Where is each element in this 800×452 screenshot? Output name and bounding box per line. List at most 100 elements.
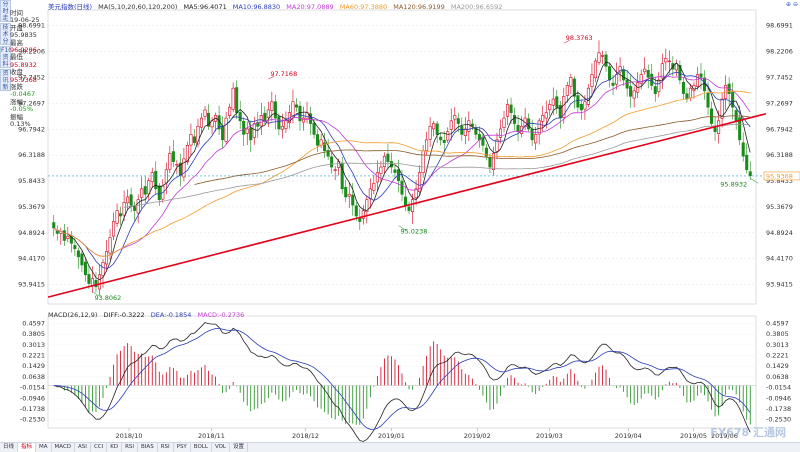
candle-body <box>76 250 80 258</box>
price-tick-label-left: 98.6991 <box>18 22 45 30</box>
macd-tick-label: -0.2530 <box>766 416 791 424</box>
candle-body <box>706 92 710 108</box>
candle-body <box>646 70 650 78</box>
left-tab-2[interactable]: F10资料 <box>0 46 11 68</box>
info-value: -0.0467 <box>10 90 36 99</box>
bottom-tab-0[interactable]: 日线 <box>0 443 19 452</box>
candle-body <box>579 103 583 111</box>
candle-body <box>407 206 411 211</box>
candle-body <box>551 98 555 106</box>
candle-body <box>657 79 661 92</box>
bottom-tab-4[interactable]: ASI <box>75 443 91 452</box>
candle-body <box>548 104 552 111</box>
candle-body <box>643 68 647 73</box>
ma20-value: MA20:97.0889 <box>286 3 334 11</box>
candle-body <box>249 127 253 141</box>
x-tick-label: 2019/01 <box>378 432 405 440</box>
candle-body <box>344 187 348 198</box>
candle-body <box>379 166 383 174</box>
bottom-tab-1[interactable]: 指标 <box>18 443 37 452</box>
bottom-tab-10[interactable]: PSY <box>174 443 191 452</box>
annotation-label: 97.7168 <box>270 70 297 78</box>
bottom-tab-2[interactable]: MA <box>36 443 52 452</box>
macd-tick-label-left: -0.2530 <box>20 416 45 424</box>
candle-body <box>284 120 288 129</box>
candle-body <box>688 87 692 99</box>
ma-params: MA(5,10,20,60,120,200) <box>98 3 178 11</box>
candle-body <box>90 278 94 286</box>
candle-body <box>203 109 207 117</box>
diff-line <box>53 322 751 442</box>
candle-body <box>685 93 689 100</box>
macd-tick-label: 0.2221 <box>766 352 789 360</box>
bottom-tab-13[interactable]: 设置 <box>230 443 249 452</box>
candle-body <box>235 87 239 113</box>
ma10-value: MA10:96.8830 <box>232 3 281 11</box>
macd-value: MACD:-0.2736 <box>197 311 245 319</box>
bottom-tab-8[interactable]: BIAS <box>138 443 158 452</box>
bottom-tab-7[interactable]: RSI <box>122 443 139 452</box>
candle-body <box>534 134 538 144</box>
bottom-tab-12[interactable]: VOL <box>212 443 230 452</box>
price-tick-label-left: 95.8433 <box>18 177 45 185</box>
left-tab-3[interactable]: 资讯新闻 <box>0 69 11 91</box>
candle-body <box>604 54 608 67</box>
macd-tick-label: 0.3013 <box>766 341 789 349</box>
trend-line <box>47 112 767 298</box>
candle-body <box>495 139 499 152</box>
candle-body <box>572 78 576 97</box>
bottom-tab-11[interactable]: BOLL <box>191 443 212 452</box>
candle-body <box>629 86 633 97</box>
candle-body <box>421 150 425 173</box>
info-value: 95.8932 <box>10 60 37 69</box>
candle-body <box>115 210 119 224</box>
candle-body <box>101 261 105 277</box>
candle-body <box>695 74 700 87</box>
zoom-icons[interactable]: ⊕ ⊖ <box>786 1 798 8</box>
candle-body <box>569 76 573 87</box>
candle-body <box>280 125 284 130</box>
candle-body <box>710 108 714 124</box>
candle-body <box>541 115 545 122</box>
candle-body <box>133 206 137 211</box>
price-tick-label: 98.6991 <box>766 22 793 30</box>
bottom-tab-6[interactable]: KD <box>107 443 123 452</box>
annotation-pointer <box>92 291 101 298</box>
info-value: 95.9368 <box>10 75 37 84</box>
candle-body <box>358 218 362 222</box>
bottom-tab-9[interactable]: RSI <box>158 443 174 452</box>
ma120-line <box>194 115 751 185</box>
info-value: -0.05% <box>10 105 33 114</box>
candle-body <box>442 140 446 143</box>
left-tab-0[interactable]: 分时走势 <box>0 0 11 22</box>
candle-body <box>600 55 605 57</box>
candle-body <box>189 134 193 146</box>
macd-tick-label-left: 0.2221 <box>22 352 45 360</box>
candle-body <box>681 82 685 94</box>
candle-body <box>516 125 520 132</box>
bottom-tab-5[interactable]: CCI <box>91 443 108 452</box>
bottom-tab-3[interactable]: MACD <box>52 443 76 452</box>
price-tick-label: 97.2697 <box>766 99 793 107</box>
info-label: 最低 <box>10 53 23 62</box>
dea-line <box>53 327 751 430</box>
candle-body <box>171 151 175 162</box>
ma120-value: MA120:96.9199 <box>393 3 445 11</box>
chart-title: 美元指数(日线) <box>48 3 93 11</box>
candle-body <box>80 253 84 266</box>
candle-body <box>108 237 112 254</box>
candle-body <box>69 235 73 244</box>
price-tick-label: 95.3679 <box>766 203 793 211</box>
info-panel: 时间 19-06-25 开盘 95.9835 最高 96.0206 最低 95.8932 收盘 9… <box>10 9 46 140</box>
left-tab-1[interactable]: 技术分析 <box>0 23 11 45</box>
candle-body <box>565 85 569 96</box>
current-price-box <box>763 171 800 181</box>
candle-body <box>316 134 320 146</box>
candle-body <box>273 101 277 119</box>
candle-body <box>439 136 443 141</box>
candle-body <box>66 235 70 239</box>
candle-body <box>530 129 534 141</box>
candle-body <box>625 79 629 89</box>
candle-body <box>112 221 116 237</box>
indicator-tab-bar: 日线 指标 MA MACD ASI CCI KD RSI BIAS RSI PSY BOLL VOL 设置 <box>0 442 800 452</box>
